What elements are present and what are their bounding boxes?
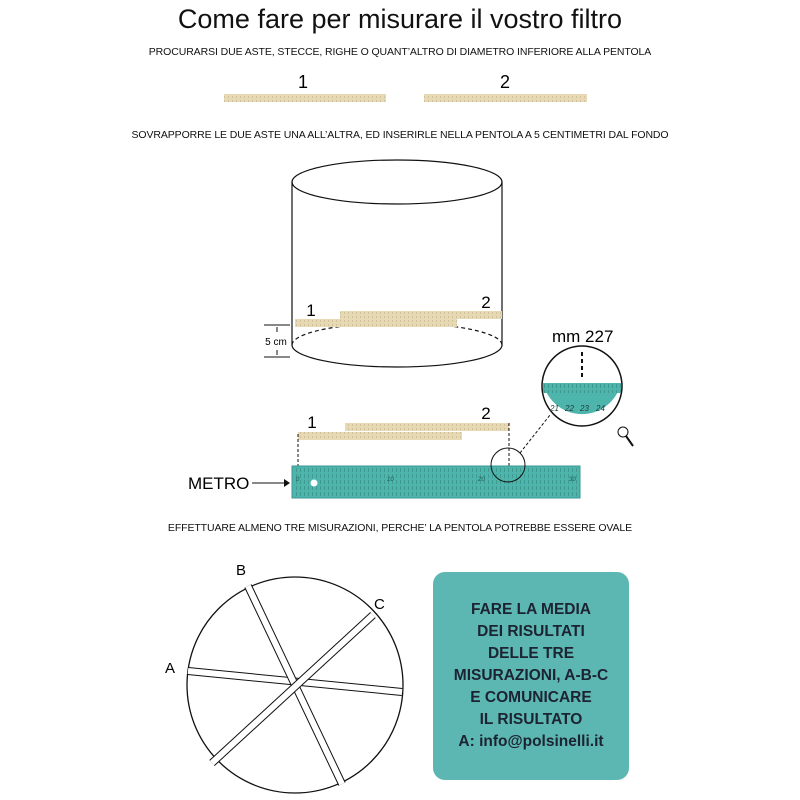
box-line: MISURAZIONI, A-B-C [453,667,609,684]
metro-tick: 10 [387,477,394,483]
wooden-stick-2 [424,94,587,102]
magnifier-tick: 21 [549,404,559,413]
metro-tick: 20 [477,477,485,483]
height-dimension [264,324,290,358]
magnifier-tick: 22 [564,404,574,413]
metro-tick: 0 [296,477,300,483]
pot-stick-1-label: 1 [306,301,315,320]
pot-drawing [291,159,503,368]
measure-stick-1 [298,432,462,440]
box-line: FARE LA MEDIA [471,601,591,618]
metro-tick: 30 [569,477,576,483]
box-line: IL RISULTATO [479,711,583,728]
stick-1-label: 1 [298,72,308,92]
page-title: Come fare per misurare il vostro filtro [177,4,623,34]
pot-stick-2 [340,311,502,319]
diameter-label-b: B [236,562,246,579]
diameter-label-c: C [374,596,385,613]
pot-stick-2-label: 2 [481,293,490,312]
stick-2-label: 2 [500,72,510,92]
wooden-stick-1 [224,94,386,102]
contact-email[interactable]: A: info@polsinelli.it [458,733,604,750]
zoom-circle [490,447,526,483]
measure-stick-2-label: 2 [481,404,490,423]
instruction-1: PROCURARSI DUE ASTE, STECCE, RIGHE O QUA… [148,46,652,58]
magnifier-tick: 23 [579,404,589,413]
box-line: E COMUNICARE [470,689,592,706]
measure-stick-1-label: 1 [307,413,316,432]
box-line: DEI RISULTATI [477,623,585,640]
result-instructions-box: FARE LA MEDIA DEI RISULTATI DELLE TRE MI… [433,572,629,780]
magnifier-detail: 21 22 23 24 [541,345,623,427]
instruction-3: EFFETTUARE ALMENO TRE MISURAZIONI, PERCH… [167,522,633,534]
diameter-label-a: A [165,660,175,677]
pot-stick-1 [295,319,457,327]
arrow-right-icon [252,479,290,487]
box-line: DELLE TRE [487,645,575,662]
metro-label: METRO [188,474,249,493]
magnifying-glass-icon [617,426,634,447]
measure-stick-2 [345,423,509,431]
instruction-2: SOVRAPPORRE LE DUE ASTE UNA ALL’ALTRA, E… [131,129,669,141]
magnifier-tick: 24 [595,404,605,413]
height-label: 5 cm [265,337,287,348]
pot-top-view [186,576,404,794]
measurement-value: mm 227 [552,327,613,346]
metro-ruler [291,465,581,499]
